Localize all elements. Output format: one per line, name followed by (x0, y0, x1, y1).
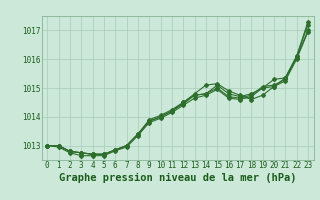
X-axis label: Graphe pression niveau de la mer (hPa): Graphe pression niveau de la mer (hPa) (59, 173, 296, 183)
